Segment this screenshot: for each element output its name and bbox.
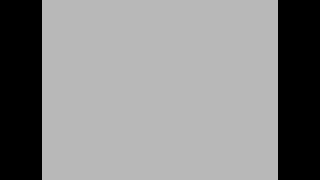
Text: 1: 1 [169, 30, 174, 39]
Text: $\Delta_r$H$_r^0$: $\Delta_r$H$_r^0$ [161, 0, 181, 12]
Text: L$_{sub}$: L$_{sub}$ [99, 34, 116, 47]
Text: 4: 4 [83, 125, 88, 134]
Text: NaCl (s): NaCl (s) [230, 17, 269, 27]
Text: Na$_{(g)}$ + Cl (g): Na$_{(g)}$ + Cl (g) [45, 89, 110, 105]
Text: Na$^+_{(g)}$ + Cl$^-_{(g)}$: Na$^+_{(g)}$ + Cl$^-_{(g)}$ [230, 153, 289, 171]
Text: Na$_{(s)}$ + 1/2 Cl$_{2\,(g)}$: Na$_{(s)}$ + 1/2 Cl$_{2\,(g)}$ [45, 14, 126, 29]
Text: Na$^+_{(g)}$ + Cl (g): Na$^+_{(g)}$ + Cl (g) [45, 153, 110, 171]
Text: Na$_{(g)}$ + 1/2 Cl$_{2\,(g)}$: Na$_{(g)}$ + 1/2 Cl$_{2\,(g)}$ [45, 52, 127, 67]
Text: EA$_{Cl}$: EA$_{Cl}$ [172, 141, 190, 153]
Text: 2: 2 [83, 36, 88, 45]
Text: -1/2 $\Delta_r$H$_{(Cl-Cl)}$: -1/2 $\Delta_r$H$_{(Cl-Cl)}$ [99, 71, 158, 85]
Text: 5: 5 [178, 170, 183, 179]
Text: 3: 3 [83, 74, 88, 83]
Text: $\Delta_r$H$_{lat}^0$: $\Delta_r$H$_{lat}^0$ [264, 84, 289, 99]
Text: 6: 6 [246, 87, 251, 96]
Text: I$_{Na}$: I$_{Na}$ [99, 123, 111, 136]
